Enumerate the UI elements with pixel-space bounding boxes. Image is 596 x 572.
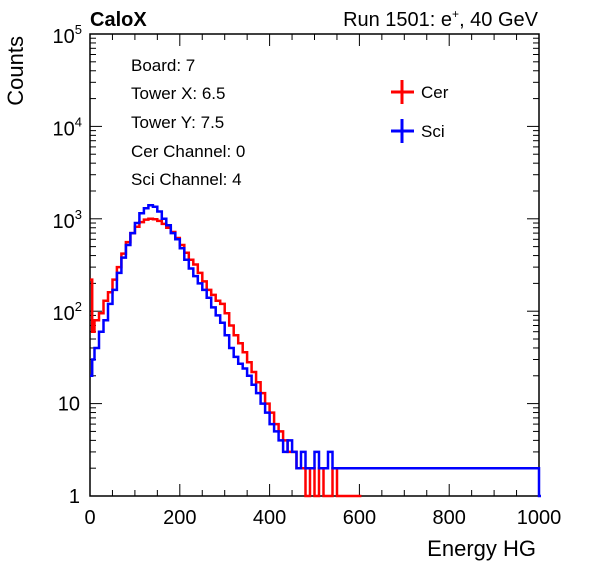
x-tick-label: 800 bbox=[433, 507, 466, 529]
y-tick-label: 10 bbox=[58, 394, 80, 416]
series-layer bbox=[90, 204, 541, 498]
y-tick-label: 103 bbox=[53, 207, 82, 233]
y-tick-label: 104 bbox=[53, 114, 82, 140]
y-tick-label: 105 bbox=[53, 22, 82, 48]
y-tick-label: 102 bbox=[53, 299, 82, 325]
legend-label-cer: Cer bbox=[421, 83, 449, 102]
info-sci-channel: Sci Channel: 4 bbox=[131, 170, 242, 189]
info-box: Board: 7 Tower X: 6.5 Tower Y: 7.5 Cer C… bbox=[131, 56, 245, 189]
series-line-sci bbox=[90, 204, 541, 498]
x-tick-label: 600 bbox=[343, 507, 376, 529]
info-tower-y: Tower Y: 7.5 bbox=[131, 113, 224, 132]
chart-title-left: CaloX bbox=[90, 9, 147, 31]
legend: Cer Sci bbox=[391, 80, 449, 143]
x-tick-label: 400 bbox=[253, 507, 286, 529]
x-tick-label: 0 bbox=[84, 507, 95, 529]
info-tower-x: Tower X: 6.5 bbox=[131, 84, 226, 103]
x-axis-label: Energy HG bbox=[427, 536, 536, 561]
axis-ticks: 0 200 400 600 800 1000 1 10 102 103 104 105 bbox=[53, 22, 562, 529]
legend-item-cer: Cer bbox=[391, 80, 449, 104]
legend-label-sci: Sci bbox=[421, 122, 445, 141]
info-cer-channel: Cer Channel: 0 bbox=[131, 142, 245, 161]
info-board: Board: 7 bbox=[131, 56, 195, 75]
series-line-cer bbox=[90, 217, 362, 498]
y-axis-label: Counts bbox=[3, 36, 28, 106]
plot-frame bbox=[89, 33, 540, 497]
x-tick-label: 200 bbox=[163, 507, 196, 529]
legend-item-sci: Sci bbox=[391, 119, 445, 143]
y-tick-label: 1 bbox=[69, 486, 80, 508]
chart-title-right: Run 1501: e+, 40 GeV bbox=[343, 7, 539, 31]
x-tick-label: 1000 bbox=[517, 507, 562, 529]
